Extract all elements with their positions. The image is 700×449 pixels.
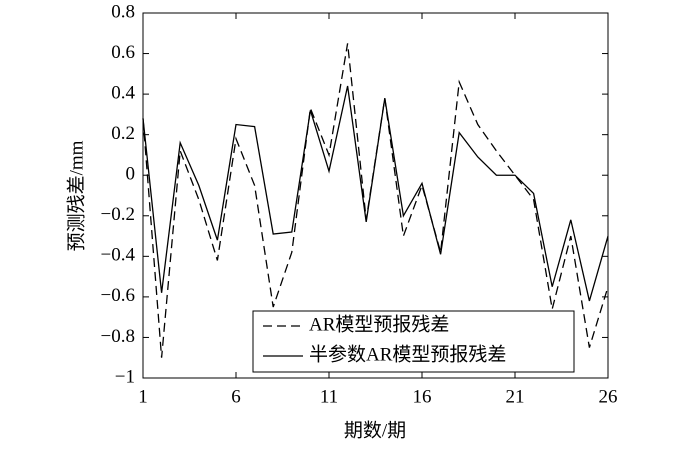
- x-tick-label: 21: [506, 386, 525, 407]
- y-tick-label: 0.8: [111, 1, 135, 22]
- legend-label: 半参数AR模型预报残差: [309, 343, 506, 365]
- legend-label: AR模型预报残差: [309, 313, 449, 335]
- y-tick-label: −0.4: [101, 245, 136, 266]
- x-axis-label: 期数/期: [344, 419, 406, 441]
- x-tick-label: 16: [413, 386, 432, 407]
- plot-frame: [142, 12, 609, 379]
- y-tick-label: −0.8: [101, 326, 135, 347]
- y-tick-label: −1: [115, 366, 135, 387]
- y-tick-label: 0.6: [111, 42, 135, 63]
- legend-box: [252, 310, 575, 373]
- y-tick-label: −0.6: [101, 285, 135, 306]
- y-axis-label: 预测残差/mm: [65, 140, 87, 251]
- x-tick-label: 11: [320, 386, 338, 407]
- series-line: [142, 85, 609, 302]
- y-tick-label: 0.2: [111, 123, 135, 144]
- x-tick-label: 1: [138, 386, 148, 407]
- x-tick-label: 6: [231, 386, 241, 407]
- y-tick-label: −0.2: [101, 204, 135, 225]
- y-tick-label: 0.4: [111, 82, 135, 103]
- x-tick-label: 26: [599, 386, 618, 407]
- y-tick-label: 0: [126, 164, 136, 185]
